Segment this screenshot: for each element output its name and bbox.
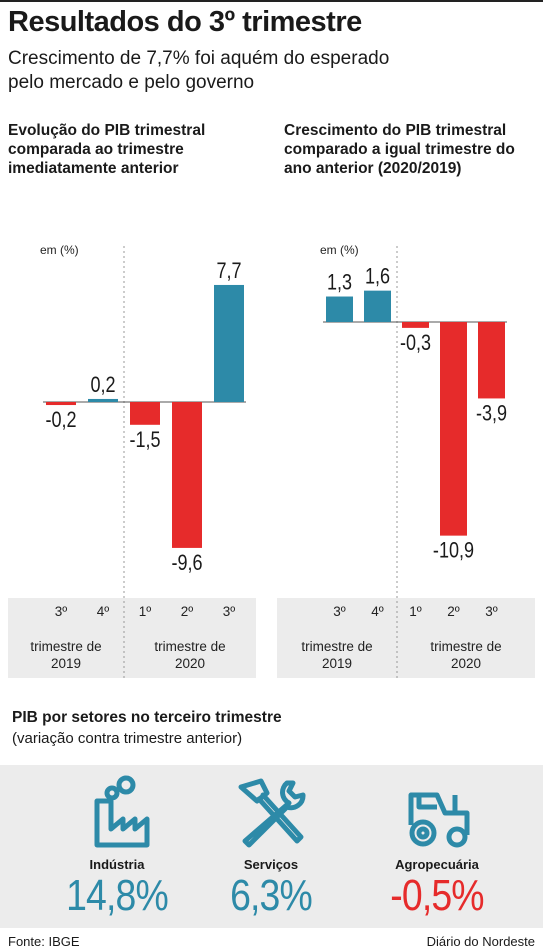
tractor-icon	[408, 792, 470, 848]
bar	[172, 402, 202, 548]
category-panel	[8, 598, 256, 678]
category-panel	[277, 598, 535, 678]
bar	[402, 322, 429, 328]
brand-text: Diário do Nordeste	[426, 934, 535, 949]
factory-icon	[94, 775, 150, 848]
category-label: 2º	[447, 604, 460, 619]
sector-label: Agropecuária	[395, 857, 479, 872]
sector-agropecuaria: Agropecuária -0,5%	[357, 765, 517, 928]
group-label-line1: trimestre de	[154, 639, 225, 654]
category-label: 3º	[223, 604, 236, 619]
group-label-line2: 2019	[51, 656, 81, 671]
bar	[478, 322, 505, 399]
group-label-line2: 2020	[451, 656, 481, 671]
value-label: -0,2	[45, 408, 76, 432]
value-label: 0,2	[90, 373, 115, 397]
chart-2-title: Crescimento do PIB trimestral comparado …	[284, 122, 515, 177]
group-label-line2: 2019	[322, 656, 352, 671]
sector-industria: Indústria 14,8%	[37, 765, 197, 928]
sector-servicos: Serviços 6,3%	[191, 765, 351, 928]
sector-value: 6,3%	[230, 871, 313, 920]
chart-1-title: Evolução do PIB trimestral comparada ao …	[8, 122, 206, 177]
y-unit-label: em (%)	[40, 243, 79, 257]
sectors-subtitle: (variação contra trimestre anterior)	[12, 730, 243, 747]
value-label: 7,7	[216, 259, 241, 283]
category-label: 4º	[97, 604, 110, 619]
category-label: 3º	[485, 604, 498, 619]
wrench-hammer-icon	[238, 778, 306, 848]
value-label: -3,9	[476, 402, 507, 426]
category-label: 1º	[139, 604, 152, 619]
sectors-panel: Indústria 14,8% Serviços 6,3% Agropecuár…	[0, 765, 543, 928]
value-label: 1,6	[365, 265, 390, 289]
top-rule	[0, 0, 543, 2]
category-label: 4º	[371, 604, 384, 619]
bar	[214, 284, 244, 402]
group-label-line1: trimestre de	[301, 639, 372, 654]
category-label: 3º	[55, 604, 68, 619]
category-label: 1º	[409, 604, 422, 619]
bar	[46, 402, 76, 406]
sector-value: -0,5%	[390, 871, 484, 920]
sectors-title: PIB por setores no terceiro trimestre	[12, 709, 282, 726]
sector-label: Serviços	[243, 857, 299, 872]
group-label-line1: trimestre de	[430, 639, 501, 654]
sector-label: Indústria	[89, 857, 145, 872]
bar	[130, 402, 160, 425]
source-text: Fonte: IBGE	[8, 934, 80, 949]
group-label-line2: 2020	[175, 656, 205, 671]
charts-area: em (%) -0,2 3º 0,2 4º -1,5 1º -9,6 2º 7,7 3º trimes…	[8, 243, 535, 678]
group-label-line1: trimestre de	[30, 639, 101, 654]
value-label: -0,3	[400, 331, 431, 355]
sector-value: 14,8%	[66, 871, 169, 920]
value-label: -9,6	[171, 551, 202, 575]
page-title: Resultados do 3º trimestre	[8, 6, 362, 38]
value-label: -1,5	[129, 428, 160, 452]
bar	[364, 290, 391, 322]
y-unit-label: em (%)	[320, 243, 359, 257]
category-label: 2º	[181, 604, 194, 619]
value-label: 1,3	[327, 271, 352, 295]
category-label: 3º	[333, 604, 346, 619]
bar	[326, 296, 353, 322]
bar	[88, 398, 118, 402]
page-subtitle: Crescimento de 7,7% foi aquém do esperad…	[8, 48, 390, 93]
value-label: -10,9	[433, 539, 474, 563]
bar	[440, 322, 467, 536]
